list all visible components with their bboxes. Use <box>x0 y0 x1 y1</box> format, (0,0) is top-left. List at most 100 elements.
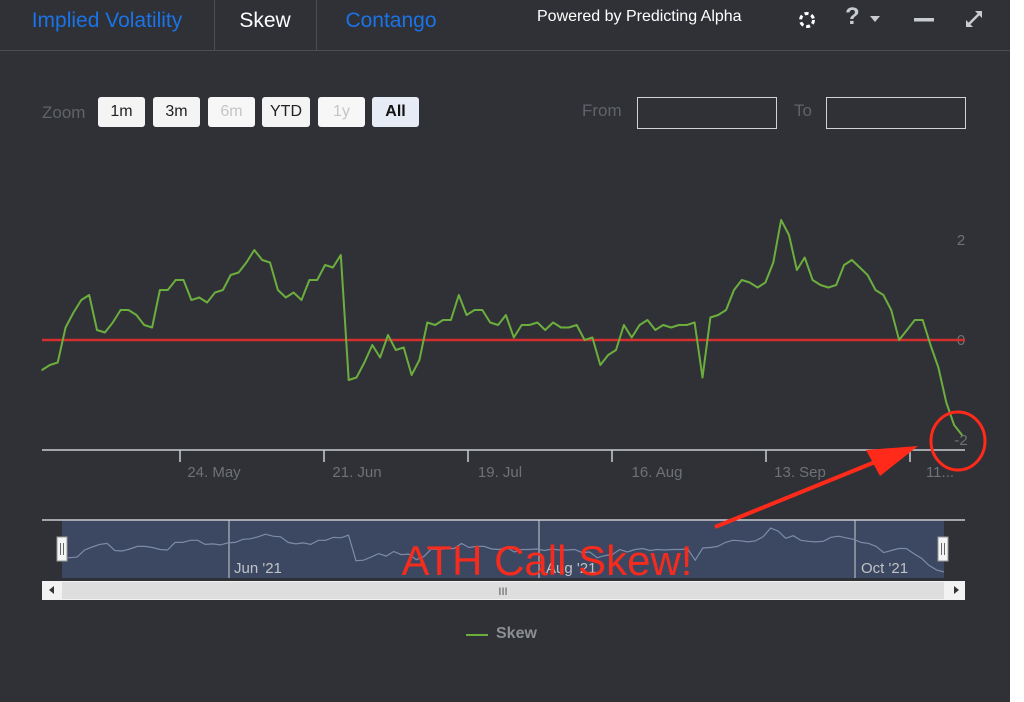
skew-data-point <box>725 309 727 311</box>
tab-contango[interactable]: Contango <box>317 0 465 50</box>
skew-data-point <box>851 259 853 261</box>
annotation-arrow-head <box>866 446 918 476</box>
scrollbar-right-arrow-icon <box>954 586 959 594</box>
to-date-input[interactable] <box>826 97 966 129</box>
skew-data-point <box>803 256 806 259</box>
to-label: To <box>794 101 812 120</box>
y-axis-tick-label: -2 <box>954 432 967 449</box>
skew-data-point <box>827 286 830 289</box>
zoom-all-button[interactable]: All <box>372 97 419 127</box>
skew-data-point <box>662 324 664 326</box>
skew-data-point <box>229 274 232 276</box>
skew-data-point <box>159 289 161 291</box>
expand-icon[interactable] <box>962 7 986 31</box>
from-label: From <box>582 101 622 120</box>
skew-data-point <box>866 274 869 276</box>
skew-data-point <box>387 334 389 336</box>
skew-data-point <box>190 299 193 301</box>
x-axis-tick-label: 11... <box>926 464 954 481</box>
skew-data-point <box>701 376 704 379</box>
skew-data-point <box>929 344 932 346</box>
skew-data-point <box>237 271 240 274</box>
skew-data-point <box>489 321 492 324</box>
x-axis-tick-label: 16. Aug <box>632 464 683 481</box>
legend-swatch <box>466 634 488 636</box>
skew-data-point <box>300 299 303 301</box>
skew-data-point <box>182 279 185 281</box>
skew-data-point <box>206 301 208 304</box>
skew-data-point <box>607 354 609 356</box>
skew-data-point <box>678 324 680 326</box>
chevron-down-icon[interactable] <box>868 14 882 24</box>
skew-data-point <box>788 234 790 236</box>
skew-data-point <box>355 376 358 379</box>
skew-data-point <box>324 264 326 266</box>
zoom-1y-button[interactable]: 1y <box>318 97 365 127</box>
skew-data-point <box>418 359 421 361</box>
navigator-series-line <box>61 527 945 573</box>
skew-data-point <box>670 326 672 329</box>
skew-data-point <box>285 296 287 299</box>
navigator-label: Jun '21 <box>234 560 282 577</box>
x-axis-tick-label: 19. Jul <box>478 464 522 481</box>
skew-data-point <box>363 361 366 364</box>
minimize-icon[interactable] <box>912 10 936 30</box>
zoom-3m-button[interactable]: 3m <box>153 97 200 127</box>
scrollbar-thumb <box>62 582 944 599</box>
skew-data-point <box>277 289 279 291</box>
skew-data-point <box>167 289 169 291</box>
x-axis-tick-label: 24. May <box>187 464 241 481</box>
skew-data-point <box>583 339 586 341</box>
skew-data-point <box>316 279 319 281</box>
skew-data-point <box>615 349 617 351</box>
skew-data-point <box>56 361 59 364</box>
zoom-1m-button[interactable]: 1m <box>98 97 145 127</box>
skew-data-point <box>741 279 743 281</box>
tab-implied-volatility-label: Implied Volatility <box>31 9 183 32</box>
tab-divider <box>316 0 317 50</box>
scrollbar-grip: III <box>498 586 507 598</box>
zoom-6m-button[interactable]: 6m <box>208 97 255 127</box>
skew-data-point <box>292 291 295 294</box>
skew-data-point <box>513 336 515 339</box>
skew-data-point <box>308 279 311 281</box>
skew-data-point <box>780 219 782 221</box>
skew-data-point <box>560 326 562 329</box>
skew-data-point <box>112 321 114 324</box>
skew-data-point <box>340 254 342 256</box>
skew-data-point <box>843 264 845 266</box>
skew-data-point <box>497 324 499 326</box>
skew-data-point <box>245 261 248 264</box>
skew-data-point <box>693 321 696 324</box>
skew-data-point <box>709 316 712 319</box>
tab-contango-label: Contango <box>345 9 437 32</box>
tab-skew[interactable]: Skew <box>215 0 315 50</box>
skew-data-point <box>269 261 271 264</box>
skew-data-point <box>481 309 484 311</box>
help-icon[interactable]: ? <box>845 3 860 30</box>
skew-data-point <box>914 319 916 321</box>
scrollbar-left-arrow-icon <box>49 586 54 594</box>
zoom-ytd-button[interactable]: YTD <box>262 97 310 127</box>
skew-data-point <box>41 369 43 371</box>
from-date-input[interactable] <box>637 97 777 129</box>
skew-data-point <box>426 321 429 324</box>
skew-data-point <box>261 259 264 261</box>
skew-data-point <box>882 294 885 296</box>
legend-label: Skew <box>496 625 537 642</box>
skew-data-point <box>379 356 381 359</box>
skew-data-point <box>127 309 130 311</box>
skew-data-point <box>104 331 106 334</box>
skew-data-point <box>505 314 507 316</box>
widget-header: Implied Volatility Skew Contango Powered… <box>0 0 1010 51</box>
skew-data-point <box>450 319 452 321</box>
skew-data-point <box>764 281 767 284</box>
skew-data-point <box>552 321 554 324</box>
tab-implied-volatility[interactable]: Implied Volatility <box>0 0 214 50</box>
skew-data-point <box>717 314 719 316</box>
skew-data-point <box>96 329 98 331</box>
annotation-circle <box>929 410 987 472</box>
skew-data-point <box>686 324 688 326</box>
skew-data-point <box>906 329 908 331</box>
skew-data-point <box>371 344 374 346</box>
